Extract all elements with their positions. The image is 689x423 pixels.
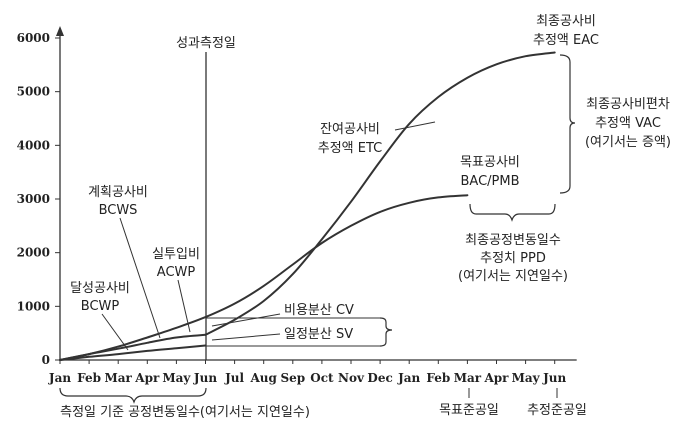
sv-days-label: 측정일 기준 공정변동일수(여기서는 지연일수) [60,405,310,420]
bac-label-line2: BAC/PMB [460,174,519,189]
x-tick-label: Jul [224,371,244,385]
cv-label: 비용분산 CV [284,303,354,318]
y-tick-label: 3000 [17,192,50,206]
eac-label-line2: 추정액 EAC [533,33,599,48]
acwp-label-line1: 실투입비 [152,247,200,262]
bcws-label-line2: BCWS [99,203,138,218]
bac-label-line1: 목표공사비 [460,155,520,170]
cv-leader [211,313,281,327]
bcwp-leader [101,313,129,351]
y-tick-label: 4000 [17,138,50,152]
x-tick-label: Nov [338,371,365,385]
y-tick-label: 5000 [17,85,50,99]
x-tick-label: Jun [542,371,566,385]
bcws-label-line1: 계획공사비 [88,185,148,200]
etc-label-line2: 추정액 ETC [318,141,382,156]
eac-label-line1: 최종공사비 [536,14,596,29]
acwp-label-line2: ACWP [157,265,196,280]
annotations: 성과측정일 최종공사비 추정액 EAC 최종공사비편차 추정액 VAC (여기서… [59,14,671,420]
bcwp-label-line1: 달성공사비 [70,281,130,296]
y-axis-arrow [56,26,64,36]
x-tick-label: Dec [367,371,392,385]
estimated-completion-label: 추정준공일 [527,403,587,418]
x-tick-label: Jan [397,371,420,385]
series-layer [59,51,556,361]
sv-leader [211,333,281,341]
y-tick-label: 6000 [17,31,50,45]
x-tick-label: Feb [77,371,101,385]
y-tick-label: 0 [42,353,50,367]
ppd-brace [469,203,556,222]
x-tick-label: Aug [249,371,277,385]
x-tick-label: May [512,371,541,385]
series-bcwp-curve [59,344,207,361]
bcwp-label-line2: BCWP [81,299,120,314]
vac-label-line2: 추정액 VAC [595,116,661,131]
x-tick-label: Mar [105,371,133,385]
y-tick-label: 2000 [17,246,50,260]
sv-days-brace [59,387,207,404]
acwp-leader [177,279,191,333]
series-acwp-curve [59,333,207,361]
x-tick-label: Apr [483,371,509,385]
ppd-label-line2: 추정치 PPD [480,251,546,266]
etc-leader [394,121,436,131]
x-tick-label: Oct [310,371,334,385]
x-tick-label: Apr [134,371,160,385]
etc-label-line1: 잔여공사비 [320,122,380,137]
series-bac-curve [59,194,469,361]
bcws-leader [119,217,161,339]
series-etc-curve [204,51,556,336]
x-tick-label: May [162,371,191,385]
target-completion-label: 목표준공일 [439,403,499,418]
data-date-label: 성과측정일 [176,36,236,51]
vac-label-line3: (여기서는 증액) [585,135,671,150]
x-tick-label: Feb [426,371,450,385]
x-tick-label: Jan [48,371,71,385]
vac-label-line1: 최종공사비편차 [586,97,670,112]
sv-label: 일정분산 SV [284,327,353,342]
ppd-label-line3: (여기서는 지연일수) [458,269,568,284]
vac-brace [559,54,576,194]
x-tick-label: Mar [454,371,482,385]
x-tick-label: Sep [280,371,305,385]
x-tick-label: Jun [193,371,217,385]
cv-brace [379,317,393,347]
y-tick-label: 1000 [17,299,50,313]
ppd-label-line1: 최종공정변동일수 [465,233,561,248]
